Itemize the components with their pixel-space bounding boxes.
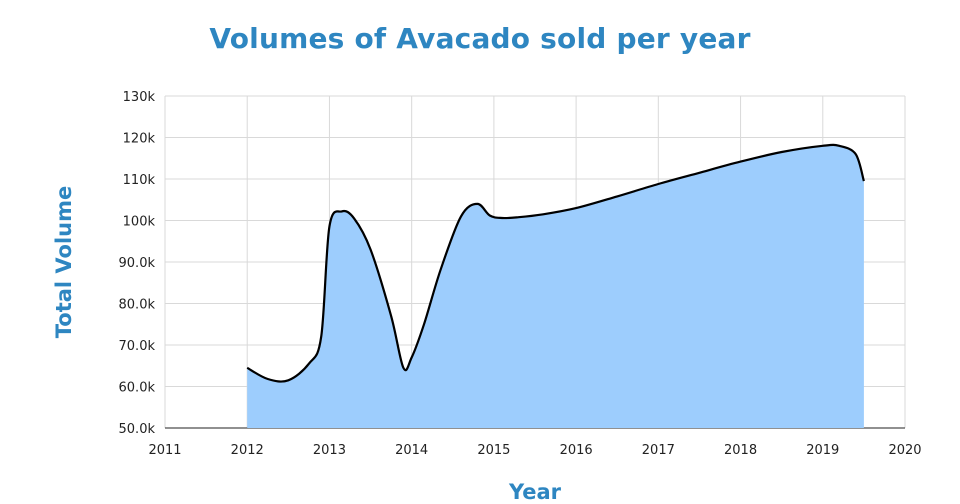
series-area [247,144,864,428]
y-tick-label: 60.0k [119,381,156,396]
y-tick-label: 50.0k [119,422,156,437]
x-tick-label: 2011 [148,443,181,458]
x-tick-label: 2012 [231,443,264,458]
x-tick-label: 2017 [642,443,675,458]
x-tick-label: 2016 [560,443,593,458]
y-tick-label: 120k [123,132,156,147]
x-tick-label: 2014 [395,443,428,458]
x-tick-label: 2020 [888,443,921,458]
x-tick-label: 2013 [313,443,346,458]
x-axis-ticks: 2011 2012 2013 2014 2015 2016 2017 2018 2019 2020 [148,443,921,458]
y-tick-label: 110k [123,173,156,188]
y-tick-label: 70.0k [119,339,156,354]
x-tick-label: 2018 [724,443,757,458]
y-tick-label: 100k [123,215,156,230]
y-tick-label: 130k [123,90,156,105]
y-tick-label: 90.0k [119,256,156,271]
chart-title: Volumes of Avacado sold per year [209,22,751,55]
series-line [246,143,865,383]
x-tick-label: 2015 [477,443,510,458]
x-tick-label: 2019 [806,443,839,458]
y-axis-ticks: 50.0k 60.0k 70.0k 80.0k 90.0k 100k 110k 120k 130… [119,90,156,437]
y-tick-label: 80.0k [119,298,156,313]
